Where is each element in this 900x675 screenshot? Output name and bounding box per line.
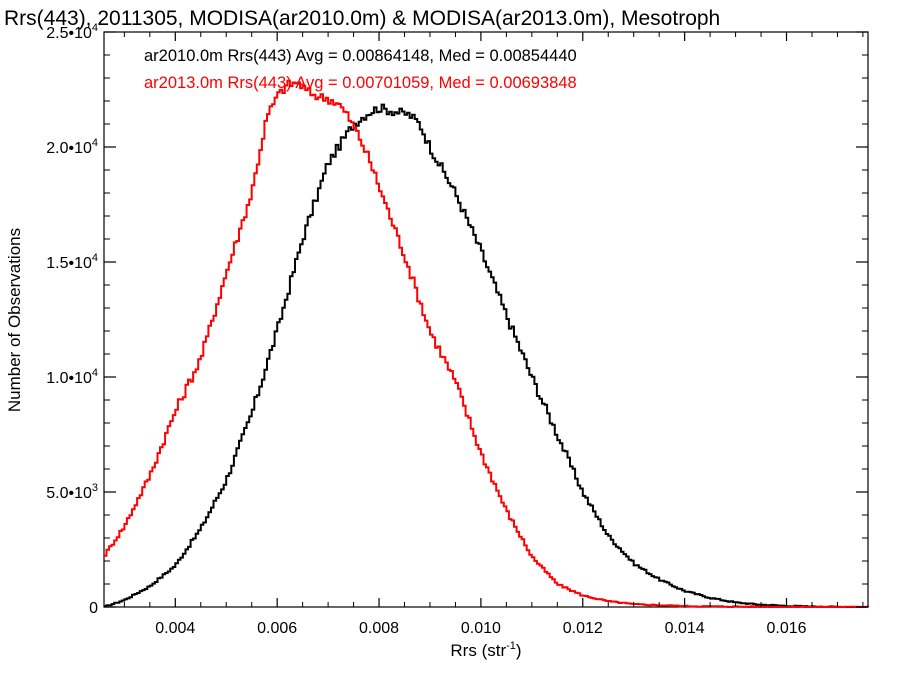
y-tick-label: 5.0•103 [46,482,98,502]
y-tick-label: 1.5•104 [46,252,98,272]
x-tick-label: 0.016 [766,620,806,637]
series-layer [104,79,869,608]
series-ar2010.0m-histogram [104,103,869,608]
chart-title: Rrs(443), 2011305, MODISA(ar2010.0m) & M… [4,7,720,30]
y-axis-ticks: 0 5.0•103 1.0•104 1.5•104 2.0•104 2.5•104 [46,22,868,617]
x-tick-label: 0.014 [665,620,705,637]
y-tick-label: 0 [89,600,98,617]
x-tick-label: 0.008 [359,620,399,637]
y-tick-label: 2.0•104 [46,137,98,157]
x-tick-label: 0.010 [461,620,501,637]
y-tick-label: 1.0•104 [46,367,98,387]
legend-entry-ar2010.0m: ar2010.0m Rrs(443) Avg = 0.00864148, Med… [144,47,577,65]
x-tick-label: 0.012 [563,620,603,637]
series-ar2013.0m-histogram [104,79,868,608]
x-axis-label: Rrs (str-1) [450,640,521,660]
legend: ar2010.0m Rrs(443) Avg = 0.00864148, Med… [144,47,577,92]
y-axis-label: Number of Observations [5,228,24,412]
x-axis-ticks: 0.004 0.006 0.008 0.010 0.012 0.014 0.016 [123,32,864,637]
x-tick-label: 0.004 [155,620,195,637]
plot-frame [103,31,869,608]
legend-entry-ar2013.0m: ar2013.0m Rrs(443) Avg = 0.00701059, Med… [144,74,577,92]
y-tick-label: 2.5•104 [46,22,98,42]
x-tick-label: 0.006 [257,620,297,637]
